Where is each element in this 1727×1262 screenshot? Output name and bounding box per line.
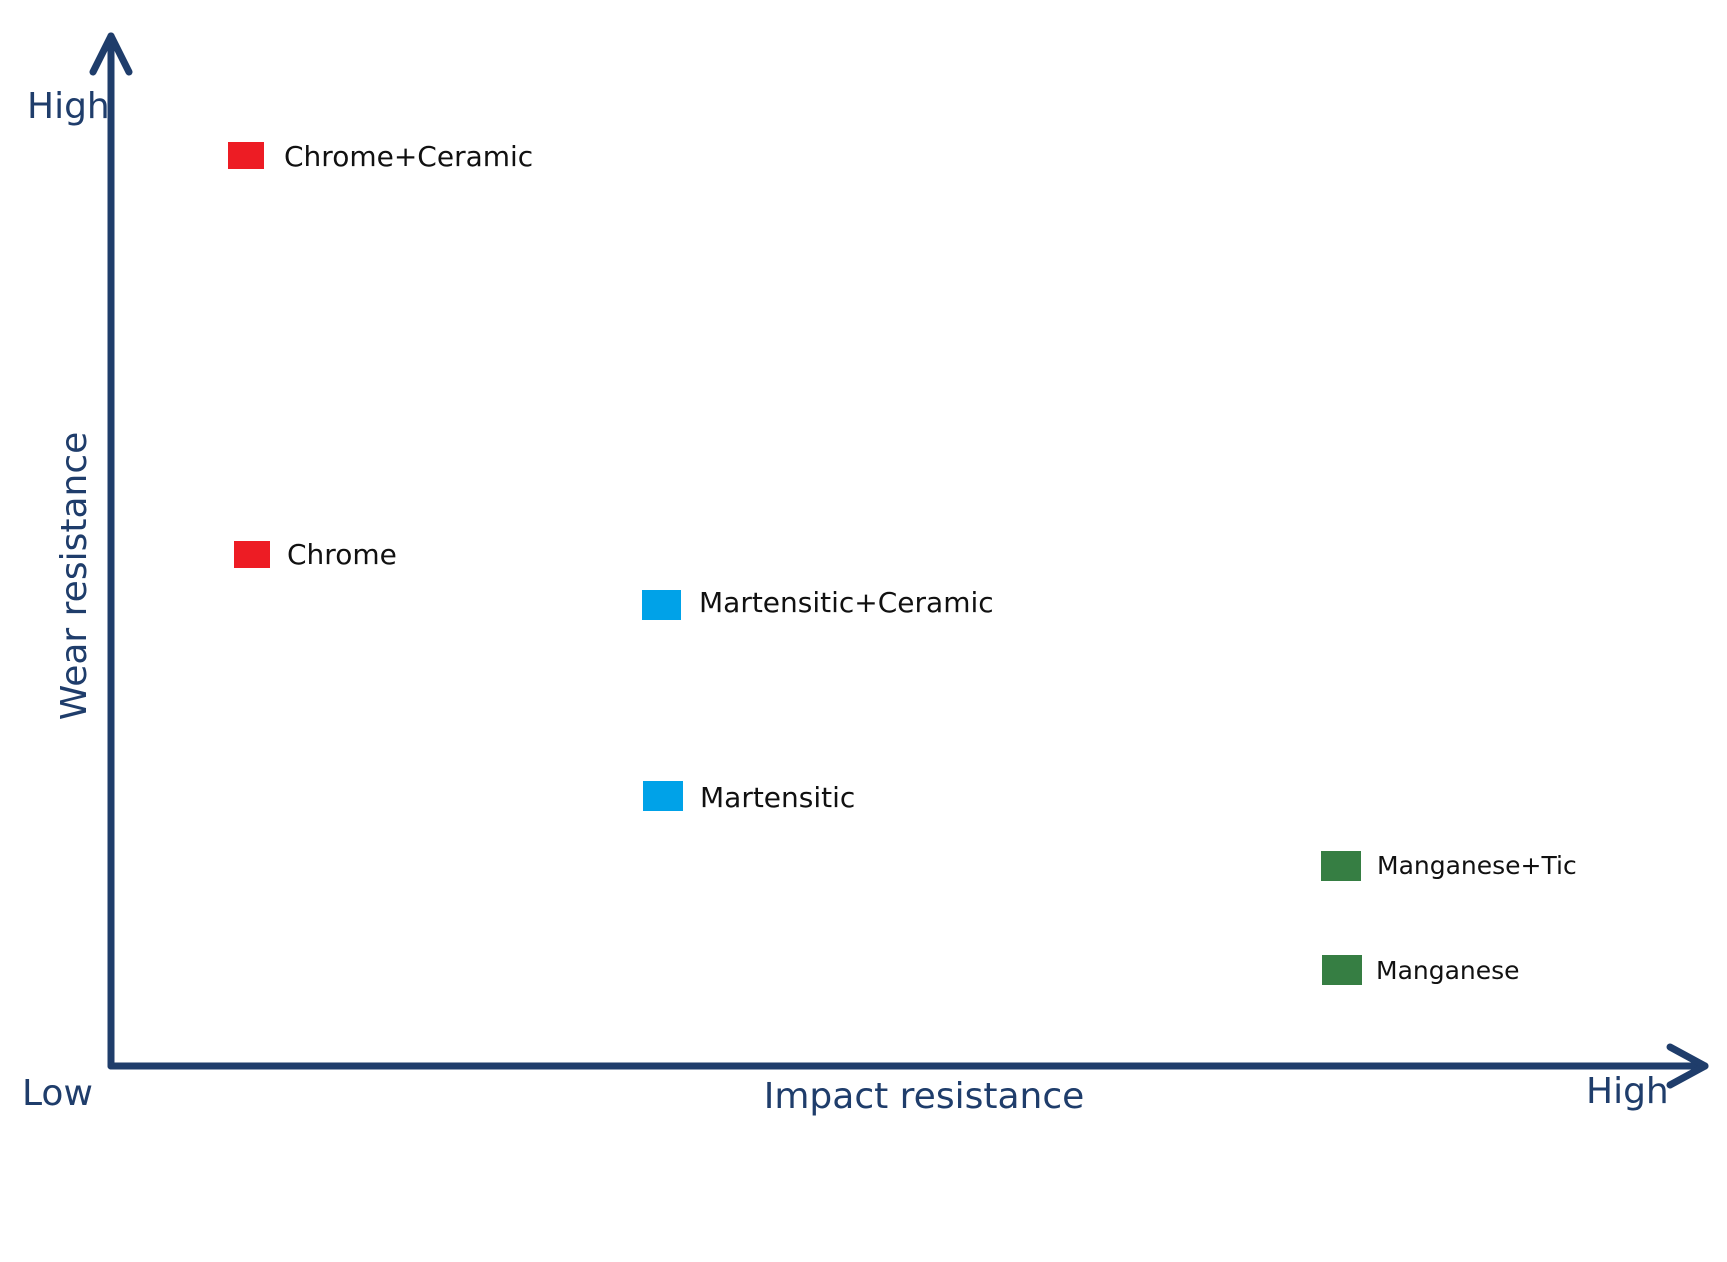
node-label: Martensitic xyxy=(700,781,855,814)
x-low-label: Low xyxy=(22,1073,93,1114)
x-axis-label: Impact resistance xyxy=(764,1076,1085,1117)
node-marker xyxy=(1322,955,1362,985)
x-high-label: High xyxy=(1586,1071,1669,1112)
node-label: Chrome xyxy=(287,538,397,571)
node-marker xyxy=(642,590,681,620)
node-marker xyxy=(1321,851,1361,881)
node-marker xyxy=(643,781,683,811)
node-marker xyxy=(234,541,270,568)
node-label: Chrome+Ceramic xyxy=(284,140,533,173)
y-axis-label: Wear resistance xyxy=(54,432,95,721)
axes xyxy=(89,32,1709,1089)
node-label: Martensitic+Ceramic xyxy=(699,586,994,619)
node-label: Manganese+Tic xyxy=(1377,851,1577,880)
node-marker xyxy=(228,142,264,169)
node-label: Manganese xyxy=(1376,956,1520,985)
y-high-label: High xyxy=(27,86,110,127)
y-arrow xyxy=(89,32,133,76)
x-arrow xyxy=(1666,1043,1709,1089)
